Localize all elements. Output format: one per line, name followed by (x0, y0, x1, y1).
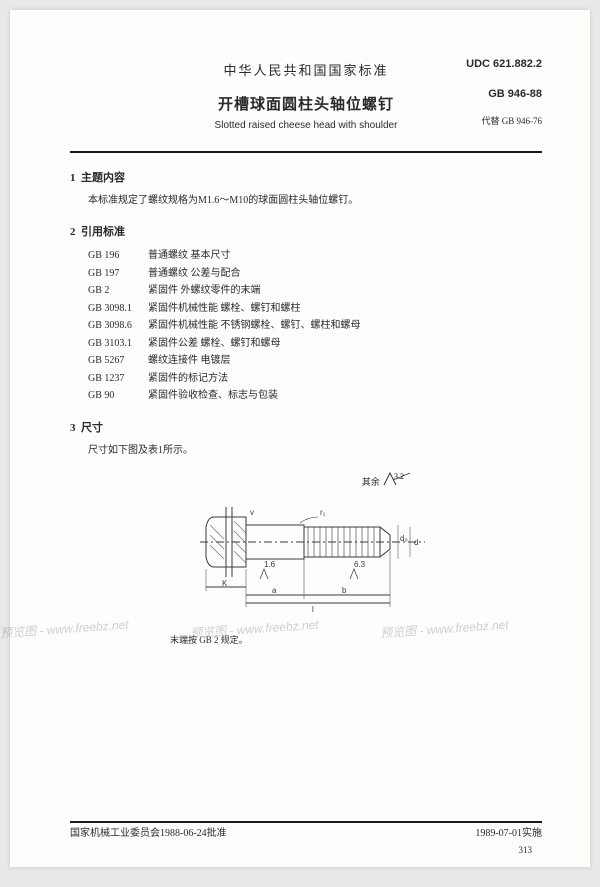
section-1-text: 本标准规定了螺纹规格为M1.6～M10的球面圆柱头轴位螺钉。 (88, 193, 542, 209)
ref-desc: 紧固件 外螺纹零件的末端 (148, 285, 261, 296)
gb-number: GB 946-88 (488, 88, 542, 100)
ref-desc: 紧固件公差 螺栓、螺钉和螺母 (148, 338, 281, 349)
ref-code: GB 3098.6 (88, 317, 148, 335)
figure-area: 其余 3.2 (70, 469, 542, 629)
ref-code: GB 5267 (88, 352, 148, 370)
ref-code: GB 2 (88, 282, 148, 300)
reference-item: GB 3098.6紧固件机械性能 不锈钢螺栓、螺钉、螺柱和螺母 (88, 317, 542, 335)
ref-desc: 螺纹连接件 电镀层 (148, 355, 231, 366)
page: 中华人民共和国国家标准 UDC 621.882.2 开槽球面圆柱头轴位螺钉 GB… (10, 10, 590, 867)
dim-b: b (342, 586, 347, 595)
section-3-title: 尺寸 (81, 422, 103, 434)
replaces-label: 代替 GB 946-76 (482, 114, 543, 127)
page-number: 313 (519, 845, 533, 855)
ref-desc: 普通螺纹 基本尺寸 (148, 250, 231, 261)
screw-diagram: K a b l r₁ v d₀ d 1.6 6.3 12.5:1 (200, 487, 430, 617)
section-2-heading: 2 引用标准 (70, 223, 542, 239)
ref-desc: 紧固件的标记方法 (148, 373, 228, 384)
ref-desc: 紧固件机械性能 螺栓、螺钉和螺柱 (148, 303, 301, 314)
approved-text: 国家机械工业委员会1988-06-24批准 (70, 824, 227, 839)
document-title-cn: 开槽球面圆柱头轴位螺钉 (70, 93, 542, 114)
ref-code: GB 3098.1 (88, 300, 148, 318)
section-2-num: 2 (70, 226, 76, 238)
footer-rule (70, 821, 542, 823)
reference-item: GB 3103.1紧固件公差 螺栓、螺钉和螺母 (88, 335, 542, 353)
dim-K: K (222, 579, 228, 588)
ref-desc: 紧固件验收检查、标志与包装 (148, 390, 278, 401)
ref-code: GB 1237 (88, 370, 148, 388)
reference-item: GB 5267螺纹连接件 电镀层 (88, 352, 542, 370)
header-rule (70, 151, 542, 153)
ref-code: GB 90 (88, 387, 148, 405)
ref-code: GB 3103.1 (88, 335, 148, 353)
reference-item: GB 3098.1紧固件机械性能 螺栓、螺钉和螺柱 (88, 300, 542, 318)
reference-item: GB 196普通螺纹 基本尺寸 (88, 247, 542, 265)
reference-item: GB 90紧固件验收检查、标志与包装 (88, 387, 542, 405)
document-title-en: Slotted raised cheese head with shoulder (70, 120, 542, 131)
section-1-num: 1 (70, 172, 76, 184)
dim-a: a (272, 586, 277, 595)
roughness-prefix: 其余 (362, 477, 380, 487)
ref-code: GB 197 (88, 265, 148, 283)
document-header: 中华人民共和国国家标准 UDC 621.882.2 开槽球面圆柱头轴位螺钉 GB… (70, 60, 542, 131)
dim-l: l (312, 605, 314, 614)
ref-desc: 普通螺纹 公差与配合 (148, 268, 241, 279)
rough-shaft: 1.6 (264, 560, 276, 569)
ref-desc: 紧固件机械性能 不锈钢螺栓、螺钉、螺柱和螺母 (148, 320, 361, 331)
reference-list: GB 196普通螺纹 基本尺寸 GB 197普通螺纹 公差与配合 GB 2紧固件… (88, 247, 542, 405)
udc-code: UDC 621.882.2 (466, 58, 542, 70)
reference-item: GB 2紧固件 外螺纹零件的末端 (88, 282, 542, 300)
dim-d: d (414, 538, 418, 547)
section-3-text: 尺寸如下图及表1所示。 (88, 443, 542, 459)
dim-d0: d₀ (400, 534, 408, 543)
section-2-title: 引用标准 (81, 226, 125, 238)
rough-thread: 6.3 (354, 560, 366, 569)
section-1-heading: 1 主题内容 (70, 169, 542, 185)
footer: 国家机械工业委员会1988-06-24批准 1989-07-01实施 (70, 824, 542, 839)
dim-v: v (250, 508, 254, 517)
section-1-title: 主题内容 (81, 172, 125, 184)
reference-item: GB 1237紧固件的标记方法 (88, 370, 542, 388)
page-content: 中华人民共和国国家标准 UDC 621.882.2 开槽球面圆柱头轴位螺钉 GB… (10, 10, 590, 646)
ref-code: GB 196 (88, 247, 148, 265)
dim-r1: r₁ (320, 508, 326, 517)
reference-item: GB 197普通螺纹 公差与配合 (88, 265, 542, 283)
effective-text: 1989-07-01实施 (475, 824, 542, 839)
section-3-heading: 3 尺寸 (70, 419, 542, 435)
section-3-num: 3 (70, 422, 76, 434)
